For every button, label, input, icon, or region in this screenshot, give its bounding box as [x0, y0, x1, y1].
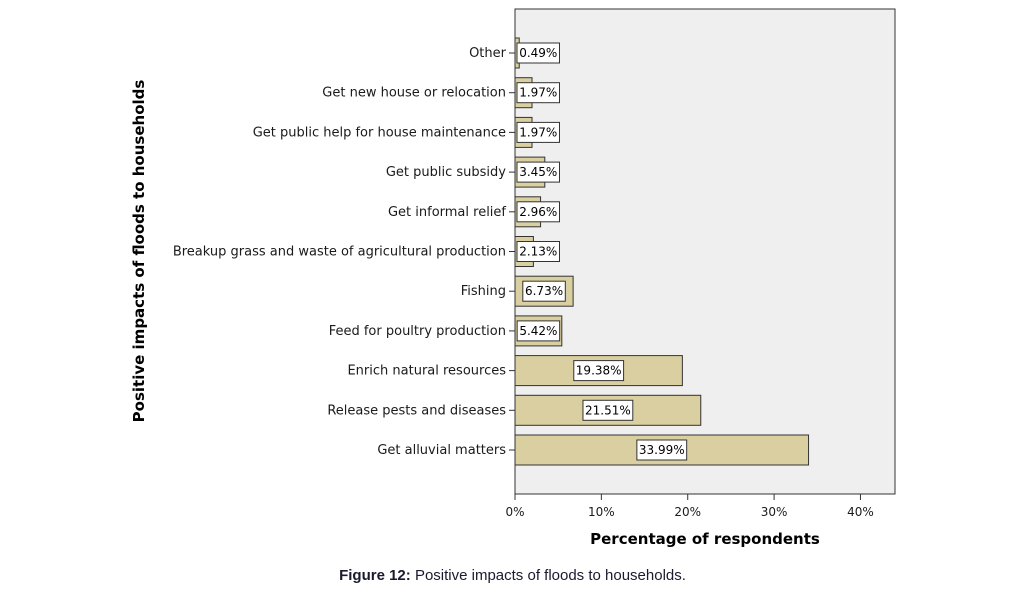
figure-caption-text: Positive impacts of floods to households… — [414, 567, 686, 584]
data-label-box — [516, 42, 560, 64]
data-label: 19.38% — [576, 364, 622, 378]
data-label-box — [516, 121, 560, 143]
y-axis-title: Positive impacts of floods to households — [130, 80, 148, 423]
data-label: 21.51% — [585, 403, 631, 417]
data-label-box — [573, 360, 625, 382]
x-axis-title: Percentage of respondents — [590, 530, 820, 548]
data-label: 5.42% — [519, 324, 557, 338]
data-label-box — [582, 399, 634, 421]
data-label-box — [516, 241, 560, 262]
data-label: 0.49% — [519, 46, 557, 60]
x-tick-label: 40% — [847, 505, 874, 519]
x-tick-label: 20% — [674, 505, 701, 519]
data-label-box — [516, 201, 560, 223]
category-label: Fishing — [461, 284, 506, 299]
figure-caption: Figure 12: Positive impacts of floods to… — [0, 567, 1025, 584]
category-label: Get public subsidy — [386, 165, 506, 180]
data-label: 2.96% — [519, 205, 557, 219]
data-label-box — [516, 320, 561, 342]
category-label: Get alluvial matters — [377, 443, 506, 458]
category-label: Get informal relief — [388, 205, 506, 220]
data-label: 1.97% — [519, 125, 557, 139]
data-label: 2.13% — [519, 245, 557, 259]
category-label: Breakup grass and waste of agricultural … — [173, 245, 506, 260]
category-label: Get public help for house maintenance — [253, 125, 506, 140]
data-label-box — [516, 82, 560, 104]
x-axis: 0% 10% 20% 30% 40% — [505, 494, 874, 519]
x-tick-label: 0% — [505, 505, 524, 519]
figure-caption-label: Figure 12: — [339, 567, 411, 584]
category-label: Other — [469, 46, 507, 61]
category-label: Get new house or relocation — [322, 86, 506, 101]
data-label: 3.45% — [519, 165, 557, 179]
data-label: 1.97% — [519, 86, 557, 100]
data-label: 6.73% — [525, 284, 563, 298]
data-label: 33.99% — [639, 443, 685, 457]
category-label: Enrich natural resources — [347, 364, 506, 379]
category-label: Feed for poultry production — [329, 324, 506, 339]
data-label-box — [636, 439, 688, 461]
x-tick-label: 30% — [761, 505, 788, 519]
category-label: Release pests and diseases — [327, 403, 506, 418]
bars-layer: Other 0.49% Get new house or relocation 1.9… — [173, 37, 810, 466]
data-label-box — [516, 161, 560, 183]
data-label-box — [522, 280, 566, 302]
x-tick-label: 10% — [588, 505, 615, 519]
